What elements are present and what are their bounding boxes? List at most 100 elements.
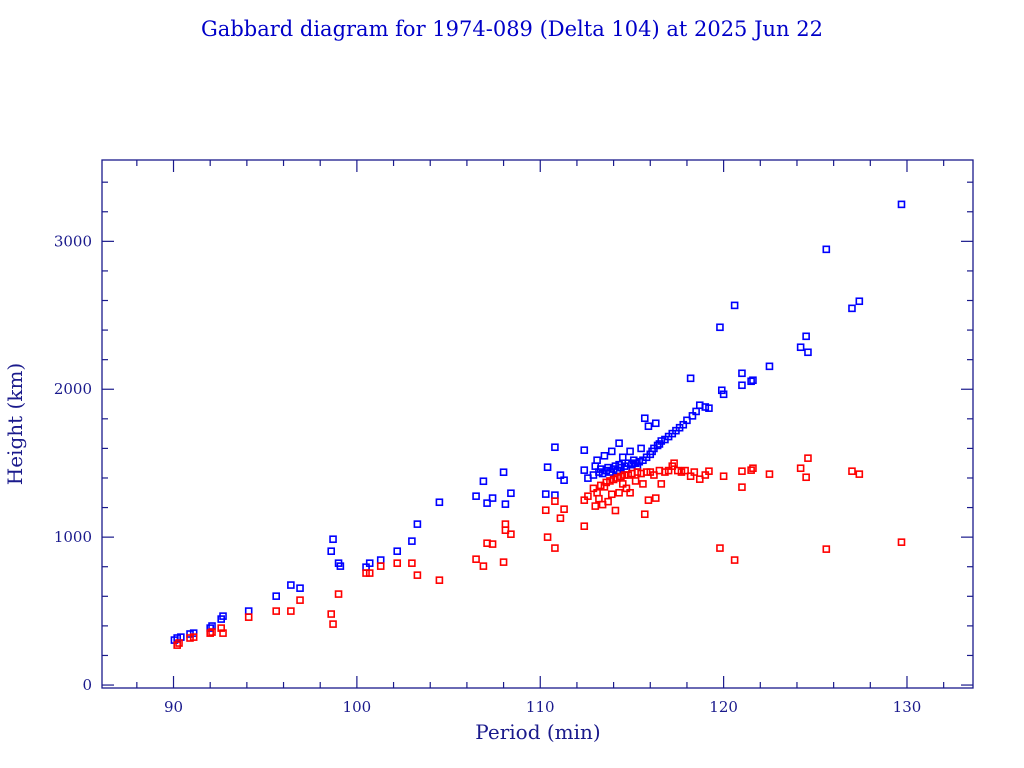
- apogee-point: [501, 500, 510, 508]
- perigee-point: [287, 607, 295, 615]
- apogee-point: [435, 498, 444, 507]
- perigee-point: [551, 544, 559, 552]
- series-perigee: [173, 454, 906, 649]
- perigee-point: [551, 497, 559, 506]
- perigee-point: [217, 624, 225, 632]
- y-tick-labels: 0 1000 2000 3000: [54, 232, 92, 694]
- apogee-point: [327, 547, 336, 555]
- perigee-point: [219, 629, 227, 637]
- apogee-point: [580, 466, 589, 474]
- perigee-point: [749, 464, 757, 473]
- apogee-point: [208, 622, 216, 630]
- apogee-point: [272, 592, 281, 600]
- perigee-point: [327, 610, 336, 618]
- apogee-point: [499, 468, 508, 477]
- apogee-point: [336, 562, 345, 570]
- perigee-point: [173, 641, 181, 649]
- y-tick-label: 0: [82, 676, 92, 694]
- apogee-point: [651, 419, 660, 428]
- apogee-point: [393, 547, 402, 555]
- perigee-point: [244, 613, 253, 621]
- perigee-point: [657, 480, 666, 488]
- apogee-point: [738, 381, 746, 390]
- perigee-point: [501, 526, 510, 534]
- perigee-point: [435, 576, 444, 584]
- perigee-point: [765, 470, 774, 478]
- apogee-point: [615, 439, 623, 448]
- perigee-point: [716, 544, 724, 552]
- perigee-point: [584, 492, 592, 500]
- apogee-point: [705, 404, 713, 412]
- perigee-point: [543, 533, 552, 541]
- x-tick-label: 110: [526, 698, 555, 716]
- axis-ticks: [102, 160, 973, 688]
- perigee-point: [615, 488, 623, 497]
- perigee-point: [296, 596, 304, 604]
- x-tick-label: 90: [164, 698, 183, 716]
- apogee-point: [560, 476, 568, 485]
- chart-title: Gabbard diagram for 1974-089 (Delta 104)…: [201, 17, 823, 41]
- perigee-point: [804, 454, 812, 462]
- apogee-point: [644, 422, 653, 431]
- apogee-point: [507, 489, 515, 498]
- apogee-point: [683, 416, 691, 425]
- apogee-point: [483, 499, 491, 507]
- perigee-point: [611, 506, 620, 515]
- apogee-point: [749, 376, 757, 385]
- apogee-point: [730, 301, 739, 310]
- perigee-point: [329, 620, 337, 628]
- apogee-point: [413, 520, 422, 528]
- apogee-point: [637, 444, 645, 453]
- apogee-point: [329, 535, 337, 544]
- apogee-point: [296, 584, 304, 592]
- y-tick-label: 1000: [54, 528, 92, 546]
- y-tick-label: 3000: [54, 232, 92, 250]
- perigee-point: [208, 628, 216, 636]
- perigee-point: [488, 540, 497, 548]
- apogee-point: [541, 490, 550, 498]
- perigee-point: [501, 520, 510, 528]
- apogee-point: [365, 559, 374, 567]
- apogee-point: [580, 446, 589, 454]
- perigee-point: [604, 497, 612, 506]
- apogee-point: [376, 556, 385, 564]
- perigee-point: [479, 562, 488, 570]
- apogee-point: [600, 451, 609, 460]
- apogee-point: [219, 612, 227, 620]
- x-axis-label: Period (min): [475, 720, 600, 744]
- perigee-point: [600, 483, 609, 491]
- perigee-point: [730, 556, 739, 564]
- perigee-point: [855, 470, 864, 478]
- perigee-point: [640, 510, 649, 519]
- apogee-point: [244, 607, 253, 615]
- apogee-point: [607, 447, 616, 456]
- apogee-point: [716, 323, 724, 332]
- perigee-point: [822, 545, 831, 553]
- y-axis-label: Height (km): [3, 363, 27, 485]
- apogee-point: [848, 304, 856, 313]
- perigee-point: [556, 514, 565, 523]
- apogee-point: [488, 494, 497, 502]
- perigee-point: [670, 459, 678, 467]
- perigee-point: [175, 639, 183, 647]
- perigee-point: [796, 464, 805, 473]
- perigee-point: [651, 494, 660, 502]
- perigee-point: [472, 555, 480, 563]
- perigee-point: [848, 467, 856, 475]
- apogee-point: [472, 492, 480, 500]
- perigee-point: [560, 505, 568, 513]
- perigee-point: [413, 571, 422, 579]
- perigee-point: [206, 629, 214, 637]
- perigee-point: [272, 607, 281, 615]
- perigee-point: [738, 467, 746, 475]
- x-tick-label: 120: [709, 698, 738, 716]
- apogee-point: [855, 297, 864, 306]
- x-tick-labels: 90 100 110 120 130: [164, 698, 921, 716]
- apogee-point: [551, 443, 559, 452]
- apogee-point: [804, 348, 812, 357]
- apogee-point: [287, 581, 295, 589]
- apogee-point: [626, 447, 634, 456]
- perigee-point: [897, 538, 906, 546]
- perigee-point: [365, 569, 374, 577]
